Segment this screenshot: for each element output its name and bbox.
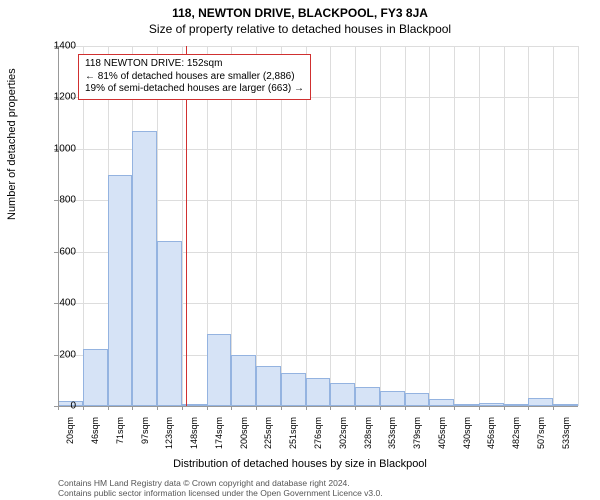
- marker-line: [186, 46, 188, 406]
- gridline-vertical: [553, 46, 554, 406]
- gridline-vertical: [380, 46, 381, 406]
- histogram-bar: [83, 349, 108, 406]
- x-tick-label: 174sqm: [214, 417, 224, 467]
- gridline-vertical: [454, 46, 455, 406]
- x-tick-label: 123sqm: [164, 417, 174, 467]
- annotation-line: ← 81% of detached houses are smaller (2,…: [85, 71, 304, 84]
- x-tick-label: 225sqm: [263, 417, 273, 467]
- x-tick-label: 97sqm: [140, 417, 150, 467]
- gridline-vertical: [231, 46, 232, 406]
- y-tick-label: 0: [70, 401, 76, 412]
- gridline-vertical: [281, 46, 282, 406]
- x-tick-label: 148sqm: [189, 417, 199, 467]
- x-tick-label: 328sqm: [363, 417, 373, 467]
- gridline-vertical: [429, 46, 430, 406]
- annotation-line: 118 NEWTON DRIVE: 152sqm: [85, 58, 304, 71]
- x-tick-label: 379sqm: [412, 417, 422, 467]
- histogram-bar: [132, 131, 157, 406]
- x-tick-label: 482sqm: [511, 417, 521, 467]
- y-axis-label: Number of detached properties: [6, 68, 18, 220]
- histogram-bar: [306, 378, 331, 406]
- histogram-bar: [281, 373, 306, 406]
- y-tick-label: 600: [59, 246, 76, 257]
- x-tick-label: 507sqm: [536, 417, 546, 467]
- x-tick-label: 405sqm: [437, 417, 447, 467]
- gridline-vertical: [504, 46, 505, 406]
- y-tick-label: 1400: [54, 41, 76, 52]
- gridline-vertical: [182, 46, 183, 406]
- gridline-vertical: [355, 46, 356, 406]
- x-tick-label: 20sqm: [65, 417, 75, 467]
- x-tick-label: 71sqm: [115, 417, 125, 467]
- x-tick-label: 251sqm: [288, 417, 298, 467]
- histogram-bar: [355, 387, 380, 406]
- x-tick-label: 353sqm: [387, 417, 397, 467]
- x-tick-label: 430sqm: [462, 417, 472, 467]
- histogram-bar: [429, 399, 454, 406]
- y-tick-label: 800: [59, 195, 76, 206]
- chart-plot-area: 118 NEWTON DRIVE: 152sqm← 81% of detache…: [58, 46, 578, 406]
- attribution-text: Contains HM Land Registry data © Crown c…: [58, 478, 383, 498]
- annotation-box: 118 NEWTON DRIVE: 152sqm← 81% of detache…: [78, 54, 311, 100]
- y-tick-label: 1200: [54, 92, 76, 103]
- histogram-bar: [256, 366, 281, 406]
- gridline-vertical: [306, 46, 307, 406]
- x-tick-label: 456sqm: [486, 417, 496, 467]
- gridline-vertical: [528, 46, 529, 406]
- histogram-bar: [108, 175, 133, 406]
- gridline-vertical: [256, 46, 257, 406]
- histogram-bar: [528, 398, 553, 406]
- x-tick-label: 276sqm: [313, 417, 323, 467]
- histogram-bar: [380, 391, 405, 406]
- histogram-bar: [157, 241, 182, 406]
- histogram-bar: [405, 393, 430, 406]
- gridline-vertical: [479, 46, 480, 406]
- gridline-vertical: [405, 46, 406, 406]
- x-tick-label: 200sqm: [239, 417, 249, 467]
- gridline-horizontal: [58, 46, 578, 47]
- y-tick-label: 200: [59, 349, 76, 360]
- histogram-bar: [330, 383, 355, 406]
- annotation-line: 19% of semi-detached houses are larger (…: [85, 83, 304, 96]
- histogram-bar: [231, 355, 256, 406]
- histogram-bar: [207, 334, 232, 406]
- attribution-line: Contains public sector information licen…: [58, 488, 383, 498]
- page-subtitle: Size of property relative to detached ho…: [0, 20, 600, 36]
- gridline-vertical: [330, 46, 331, 406]
- x-tick-label: 533sqm: [561, 417, 571, 467]
- x-tick-label: 302sqm: [338, 417, 348, 467]
- y-tick-label: 1000: [54, 143, 76, 154]
- x-tick-label: 46sqm: [90, 417, 100, 467]
- page-title: 118, NEWTON DRIVE, BLACKPOOL, FY3 8JA: [0, 0, 600, 20]
- y-tick-label: 400: [59, 298, 76, 309]
- attribution-line: Contains HM Land Registry data © Crown c…: [58, 478, 383, 488]
